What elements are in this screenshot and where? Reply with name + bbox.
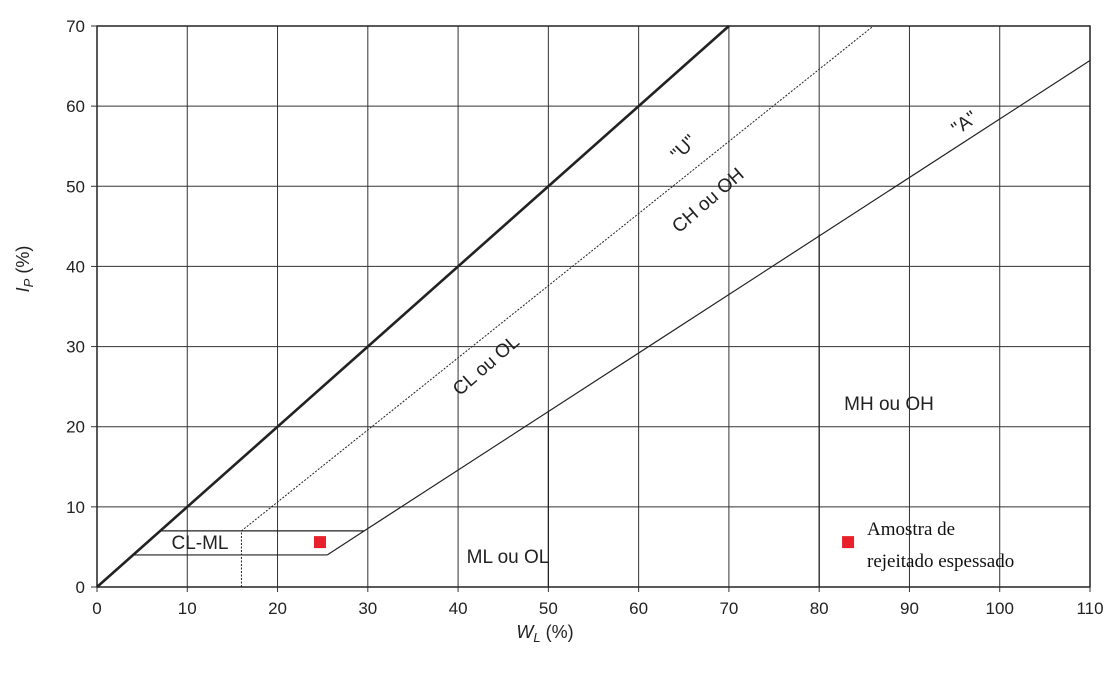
x-tick-label: 100 [986, 599, 1014, 618]
boundary-lines [133, 234, 820, 587]
y-tick-label: 30 [66, 338, 85, 357]
x-tick-label: 10 [178, 599, 197, 618]
data-points [313, 536, 855, 549]
series-lines [96, 25, 1091, 588]
x-tick-label: 0 [92, 599, 101, 618]
y-axis-title: IP (%) [13, 246, 36, 293]
x-tick-label: 60 [629, 599, 648, 618]
legend-line-2: rejeitado espessado [867, 551, 1014, 572]
a-line [326, 59, 1091, 556]
ch-cl-divider-line [240, 25, 874, 587]
region-label-ch-oh: CH ou OH [668, 164, 748, 237]
sample-point [842, 536, 855, 549]
y-tick-label: 60 [66, 97, 85, 116]
y-tick-label: 50 [66, 177, 85, 196]
region-label-mh-oh: MH ou OH [844, 394, 934, 415]
x-tick-label: 50 [539, 599, 558, 618]
x-axis-ticks: 0 10 20 30 40 50 60 70 80 90 100 110 [92, 587, 1104, 618]
y-tick-label: 0 [76, 578, 85, 597]
region-label-cl-ol: CL ou OL [449, 331, 524, 400]
sample-point [313, 536, 326, 549]
x-tick-label: 90 [900, 599, 919, 618]
a-line-label: "A" [948, 107, 982, 139]
y-tick-label: 70 [66, 17, 85, 36]
grid [96, 25, 1091, 588]
u-line [96, 25, 730, 588]
x-tick-label: 40 [449, 599, 468, 618]
x-tick-label: 70 [719, 599, 738, 618]
x-tick-label: 30 [358, 599, 377, 618]
y-axis-ticks: 0 10 20 30 40 50 60 70 [66, 17, 97, 597]
y-tick-label: 10 [66, 498, 85, 517]
x-axis-title: WL (%) [516, 622, 573, 645]
legend-line-1: Amostra de [867, 519, 955, 540]
region-label-cl-ml: CL-ML [171, 533, 228, 554]
x-tick-label: 110 [1076, 599, 1103, 618]
y-tick-label: 40 [66, 257, 85, 276]
x-tick-label: 20 [268, 599, 287, 618]
region-label-ml-ol: ML ou OL [467, 547, 550, 568]
y-tick-label: 20 [66, 418, 85, 437]
x-tick-label: 80 [810, 599, 829, 618]
plot-frame [96, 25, 1091, 588]
u-line-label: "U" [667, 131, 701, 165]
